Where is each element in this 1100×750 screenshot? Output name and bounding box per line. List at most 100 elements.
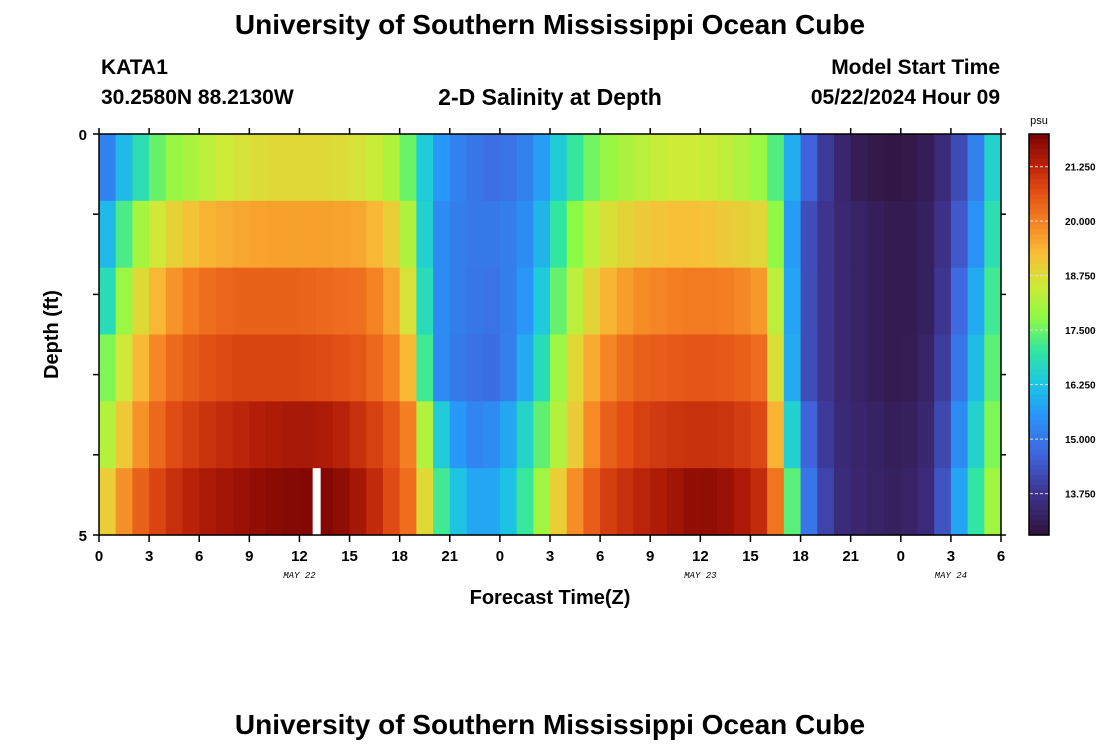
colorbar-segment bbox=[1029, 519, 1049, 526]
heatmap-cell bbox=[616, 401, 635, 469]
heatmap-cell bbox=[266, 134, 284, 202]
model-start-marker bbox=[312, 468, 321, 535]
heatmap-cell bbox=[115, 468, 133, 536]
heatmap-cell bbox=[783, 468, 802, 536]
heatmap-cell bbox=[633, 334, 651, 402]
heatmap-cell bbox=[499, 334, 518, 402]
heatmap-cell bbox=[316, 200, 334, 269]
heatmap-cell bbox=[616, 468, 635, 536]
heatmap-cell bbox=[884, 267, 902, 336]
heatmap-cell bbox=[583, 200, 601, 269]
heatmap-cell bbox=[416, 334, 434, 402]
heatmap-cell bbox=[867, 267, 885, 336]
heatmap-cell bbox=[650, 134, 668, 202]
heatmap-cell bbox=[583, 267, 601, 336]
station-coordinates: 30.2580N 88.2130W bbox=[101, 86, 294, 109]
colorbar-segment bbox=[1029, 424, 1049, 431]
model-start-label: Model Start Time bbox=[831, 56, 1000, 79]
heatmap-cell bbox=[917, 134, 935, 202]
heatmap-cell bbox=[399, 468, 417, 536]
heatmap-cell bbox=[683, 334, 701, 402]
heatmap-cell bbox=[165, 334, 184, 402]
heatmap-cell bbox=[115, 334, 133, 402]
heatmap-cell bbox=[366, 334, 384, 402]
heatmap-cell bbox=[466, 200, 484, 269]
heatmap-cell bbox=[132, 267, 150, 336]
heatmap-cell bbox=[349, 134, 367, 202]
heatmap-cell bbox=[399, 267, 417, 336]
heatmap-cell bbox=[449, 334, 468, 402]
heatmap-cell bbox=[867, 134, 885, 202]
heatmap-cell bbox=[132, 334, 150, 402]
heatmap-cell bbox=[833, 334, 852, 402]
heatmap-cell bbox=[900, 334, 919, 402]
heatmap-cell bbox=[182, 200, 200, 269]
y-tick-label: 5 bbox=[79, 528, 87, 545]
heatmap-cell bbox=[767, 334, 785, 402]
heatmap-cell bbox=[566, 401, 584, 469]
heatmap-cell bbox=[950, 134, 969, 202]
heatmap-cell bbox=[967, 267, 985, 336]
colorbar-segment bbox=[1029, 429, 1049, 436]
heatmap-cell bbox=[433, 200, 451, 269]
colorbar-segment bbox=[1029, 329, 1049, 336]
heatmap-cell bbox=[433, 468, 451, 536]
heatmap-cell bbox=[884, 334, 902, 402]
heatmap-cell bbox=[349, 200, 367, 269]
heatmap-cell bbox=[817, 200, 835, 269]
colorbar-segment bbox=[1029, 459, 1049, 466]
colorbar-segment bbox=[1029, 344, 1049, 351]
heatmap-cell bbox=[566, 468, 584, 536]
heatmap-cell bbox=[817, 468, 835, 536]
heatmap-cell bbox=[550, 200, 568, 269]
station-id: KATA1 bbox=[101, 56, 168, 79]
heatmap-cell bbox=[783, 267, 802, 336]
heatmap-cell bbox=[199, 134, 217, 202]
heatmap-cell bbox=[550, 134, 568, 202]
heatmap-cell bbox=[550, 267, 568, 336]
heatmap-cell bbox=[633, 267, 651, 336]
heatmap-cell bbox=[884, 468, 902, 536]
heatmap-cell bbox=[934, 468, 952, 536]
heatmap-cell bbox=[349, 334, 367, 402]
heatmap-cell bbox=[750, 401, 768, 469]
heatmap-cell bbox=[266, 200, 284, 269]
heatmap-cell bbox=[850, 334, 868, 402]
x-tick-label: 3 bbox=[145, 548, 153, 565]
heatmap-cell bbox=[616, 334, 635, 402]
heatmap-cell bbox=[249, 334, 267, 402]
heatmap-cell bbox=[332, 334, 351, 402]
colorbar-segment bbox=[1029, 244, 1049, 250]
heatmap-cell bbox=[700, 468, 718, 536]
heatmap-cell bbox=[332, 134, 351, 202]
heatmap-cell bbox=[783, 200, 802, 269]
heatmap-cell bbox=[867, 200, 885, 269]
heatmap-cell bbox=[466, 267, 484, 336]
heatmap-cell bbox=[516, 200, 534, 269]
heatmap-cell bbox=[750, 134, 768, 202]
colorbar-segment bbox=[1029, 324, 1049, 331]
colorbar-units: psu bbox=[1030, 115, 1048, 127]
heatmap-cell bbox=[332, 468, 351, 536]
heatmap-cell bbox=[800, 468, 818, 536]
heatmap-cell bbox=[733, 200, 752, 269]
heatmap-cell bbox=[433, 134, 451, 202]
page-title: University of Southern Mississippi Ocean… bbox=[234, 9, 866, 40]
heatmap-cell bbox=[199, 401, 217, 469]
heatmap-cell bbox=[683, 200, 701, 269]
colorbar-segment bbox=[1029, 249, 1049, 255]
heatmap-cell bbox=[99, 267, 117, 336]
heatmap-cell bbox=[934, 200, 952, 269]
heatmap-cell bbox=[366, 401, 384, 469]
heatmap-cell bbox=[984, 334, 1002, 402]
heatmap-cell bbox=[399, 401, 417, 469]
colorbar-segment bbox=[1029, 409, 1049, 416]
colorbar-segment bbox=[1029, 339, 1049, 346]
heatmap-cell bbox=[149, 134, 167, 202]
heatmap-cell bbox=[767, 267, 785, 336]
colorbar-segment bbox=[1029, 284, 1049, 290]
heatmap-cell bbox=[199, 200, 217, 269]
heatmap-cell bbox=[666, 334, 685, 402]
heatmap-cell bbox=[466, 134, 484, 202]
heatmap-cell bbox=[900, 468, 919, 536]
